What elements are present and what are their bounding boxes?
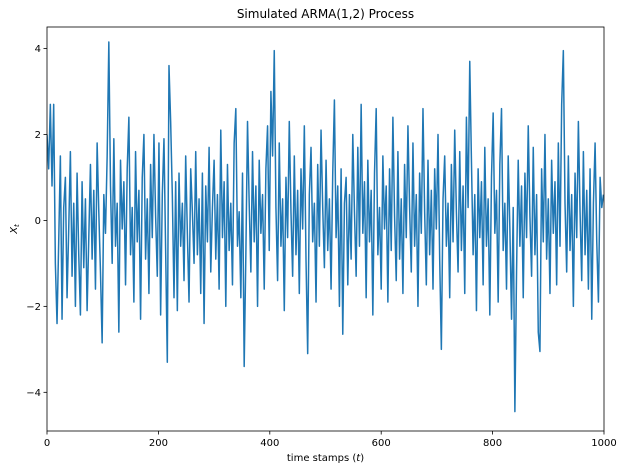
y-tick-label: −2 [26, 302, 41, 313]
y-axis-label: Xt [9, 224, 21, 235]
x-axis-ticks: 0 200 400 600 800 1000 [44, 431, 617, 449]
series-line [47, 41, 604, 413]
x-tick-label: 1000 [591, 438, 616, 449]
x-tick-label: 800 [483, 438, 502, 449]
y-axis-ticks: −4 −2 0 2 4 [26, 44, 47, 399]
y-tick-label: 0 [35, 216, 41, 227]
chart-title: Simulated ARMA(1,2) Process [237, 7, 414, 21]
y-tick-label: −4 [26, 388, 41, 399]
y-axis-label-sub: t [13, 224, 21, 227]
y-tick-label: 2 [35, 130, 41, 141]
x-tick-label: 400 [260, 438, 279, 449]
x-tick-label: 200 [149, 438, 168, 449]
plot-area [46, 26, 605, 432]
x-tick-label: 0 [44, 438, 50, 449]
x-axis-label-var: t [356, 453, 361, 464]
plot-frame [46, 26, 605, 432]
y-tick-label: 4 [35, 44, 41, 55]
x-axis-label-main: time stamps ( [287, 453, 357, 464]
x-tick-label: 600 [372, 438, 391, 449]
x-axis-label: time stamps (t) [287, 453, 364, 464]
x-axis-label-end: ) [360, 453, 364, 464]
y-axis-label-var: X [9, 226, 20, 235]
